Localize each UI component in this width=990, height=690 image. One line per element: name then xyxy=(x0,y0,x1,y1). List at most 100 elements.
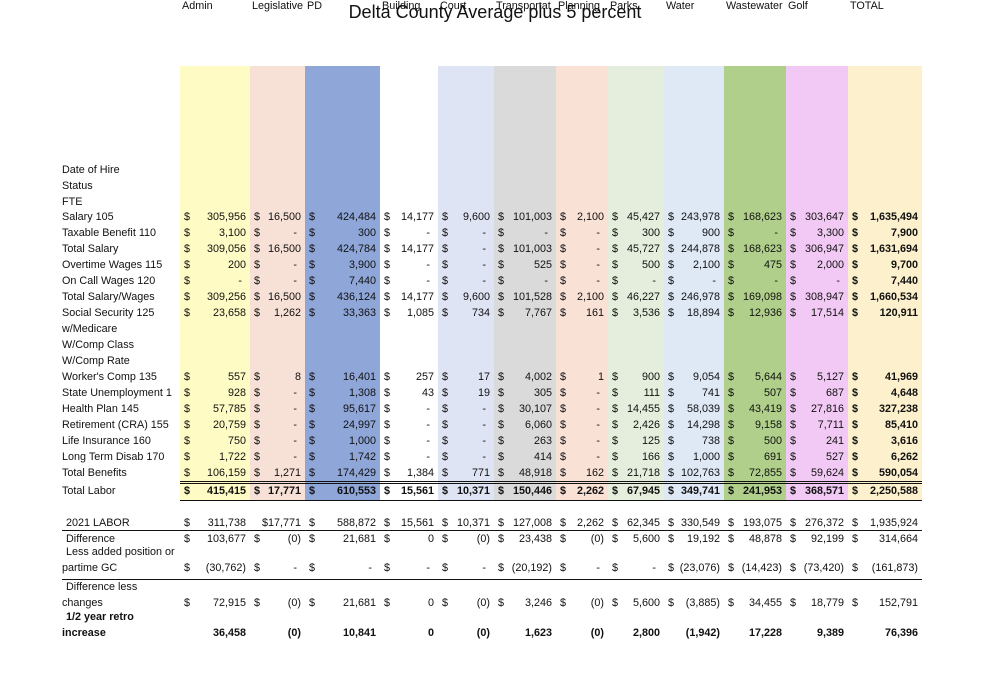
column-header-legislative: Legislative xyxy=(252,0,304,12)
row-total-benefits-water-cell: $102,763 xyxy=(668,467,720,480)
currency-symbol: $ xyxy=(309,243,316,255)
cell-value: - xyxy=(712,275,716,287)
row-total-benefits-parks-cell: $21,718 xyxy=(612,467,660,480)
currency-symbol: $ xyxy=(668,597,675,609)
currency-symbol: $ xyxy=(852,485,859,497)
currency-symbol: $ xyxy=(612,533,619,545)
column-header-water: Water xyxy=(666,0,695,12)
currency-symbol: $ xyxy=(384,259,391,271)
currency-symbol: $ xyxy=(560,419,567,431)
column-header-parks: Parks xyxy=(610,0,638,12)
row-social-security-125-legislative-cell: $1,262 xyxy=(254,307,301,320)
cell-value: 17,771 xyxy=(267,485,301,497)
currency-symbol: $ xyxy=(384,227,391,239)
currency-symbol: $ xyxy=(612,467,619,479)
row-social-security-125-water-cell: $18,894 xyxy=(668,307,720,320)
currency-symbol: $ xyxy=(728,562,735,574)
row-total-labor-water-cell: $349,741 xyxy=(668,485,720,498)
row-total-benefits-wastewater-cell: $72,855 xyxy=(728,467,782,480)
row-social-security-125-planning-cell: $161 xyxy=(560,307,604,320)
cell-value: 14,455 xyxy=(626,403,660,415)
cell-value: (20,192) xyxy=(511,562,552,574)
row-total-benefits-admin-cell: $106,159 xyxy=(184,467,246,480)
cell-value: - xyxy=(293,419,297,431)
cell-value: 314,664 xyxy=(878,533,918,545)
row-on-call-wages-120-legislative-cell: $ - xyxy=(254,275,301,288)
currency-symbol: $ xyxy=(254,562,261,574)
currency-symbol: $ xyxy=(442,275,449,287)
cell-value: 1,935,924 xyxy=(869,517,918,529)
currency-symbol: $ xyxy=(560,387,567,399)
row-health-plan-145-pd-cell: $95,617 xyxy=(309,403,376,416)
cell-value: 928 xyxy=(227,387,246,399)
bottom-row-1-2-year-retro-label-cont: increase xyxy=(62,627,106,639)
currency-symbol: $ xyxy=(668,467,675,479)
currency-symbol: $ xyxy=(790,259,797,271)
row-taxable-benefit-110-pd-cell: $300 xyxy=(309,227,376,240)
currency-symbol: $ xyxy=(790,597,797,609)
currency-symbol: $ xyxy=(668,243,675,255)
currency-symbol: $ xyxy=(384,275,391,287)
cell-value: - xyxy=(544,275,548,287)
row-total-salary-wastewater-cell: $168,623 xyxy=(728,243,782,256)
row-salary-105-legislative-cell: $16,500 xyxy=(254,211,301,224)
row-long-term-disab-170-golf-cell: $527 xyxy=(790,451,844,464)
cell-value: (3,885) xyxy=(685,597,720,609)
cell-value: 3,900 xyxy=(348,259,376,271)
currency-symbol: $ xyxy=(612,387,619,399)
cell-value: - xyxy=(544,227,548,239)
bottom-row-difference-less-planning-cell: $ (0) xyxy=(560,597,604,610)
currency-symbol: $ xyxy=(560,243,567,255)
row-state-unemployment-1-court-cell: $19 xyxy=(442,387,490,400)
row-worker-s-comp-135-building-cell: $257 xyxy=(384,371,434,384)
cell-value: 741 xyxy=(701,387,720,399)
cell-value: 34,455 xyxy=(748,597,782,609)
currency-symbol: $ xyxy=(184,419,191,431)
currency-symbol: $ xyxy=(852,259,859,271)
currency-symbol: $ xyxy=(384,307,391,319)
row-worker-s-comp-135-label: Worker's Comp 135 xyxy=(62,371,157,383)
cell-value: - xyxy=(426,259,430,271)
cell-value: (23,076) xyxy=(679,562,720,574)
currency-symbol: $ xyxy=(254,419,261,431)
cell-value: 1,271 xyxy=(273,467,301,479)
cell-value: 424,784 xyxy=(336,243,376,255)
currency-symbol: $ xyxy=(612,243,619,255)
currency-symbol: $ xyxy=(254,533,261,545)
row-retirement-cra-155-golf-cell: $7,711 xyxy=(790,419,844,432)
cell-value: 243,978 xyxy=(680,211,720,223)
bottom-row-2021-labor-pd-cell: $588,872 xyxy=(309,517,376,530)
cell-value: 161 xyxy=(585,307,604,319)
cell-value: - xyxy=(774,227,778,239)
currency-symbol: $ xyxy=(790,485,797,497)
bottom-row-difference-pd-cell: $21,681 xyxy=(309,533,376,546)
cell-value: 7,711 xyxy=(817,419,844,431)
row-life-insurance-160-admin-cell: $750 xyxy=(184,435,246,448)
cell-value: 900 xyxy=(701,227,720,239)
cell-value: 500 xyxy=(641,259,660,271)
currency-symbol: $ xyxy=(790,387,797,399)
currency-symbol: $ xyxy=(728,485,735,497)
currency-symbol: $ xyxy=(728,517,735,529)
table-rule xyxy=(180,483,922,484)
currency-symbol: $ xyxy=(612,562,619,574)
currency-symbol: $ xyxy=(668,307,675,319)
currency-symbol: $ xyxy=(442,451,449,463)
cell-value: 111 xyxy=(643,387,660,399)
row-life-insurance-160-label: Life Insurance 160 xyxy=(62,435,151,447)
bottom-row-difference-less-pd-cell: $21,681 xyxy=(309,597,376,610)
row-worker-s-comp-135-parks-cell: $900 xyxy=(612,371,660,384)
row-salary-105-pd-cell: $424,484 xyxy=(309,211,376,224)
currency-symbol: $ xyxy=(384,467,391,479)
currency-symbol: $ xyxy=(560,451,567,463)
currency-symbol: $ xyxy=(384,597,391,609)
currency-symbol: $ xyxy=(184,227,191,239)
currency-symbol: $ xyxy=(184,533,191,545)
currency-symbol: $ xyxy=(442,597,449,609)
currency-symbol: $ xyxy=(309,403,316,415)
currency-symbol: $ xyxy=(442,307,449,319)
currency-symbol: $ xyxy=(612,275,619,287)
currency-symbol: $ xyxy=(254,211,261,223)
cell-value: 18,779 xyxy=(810,597,844,609)
currency-symbol: $ xyxy=(442,387,449,399)
